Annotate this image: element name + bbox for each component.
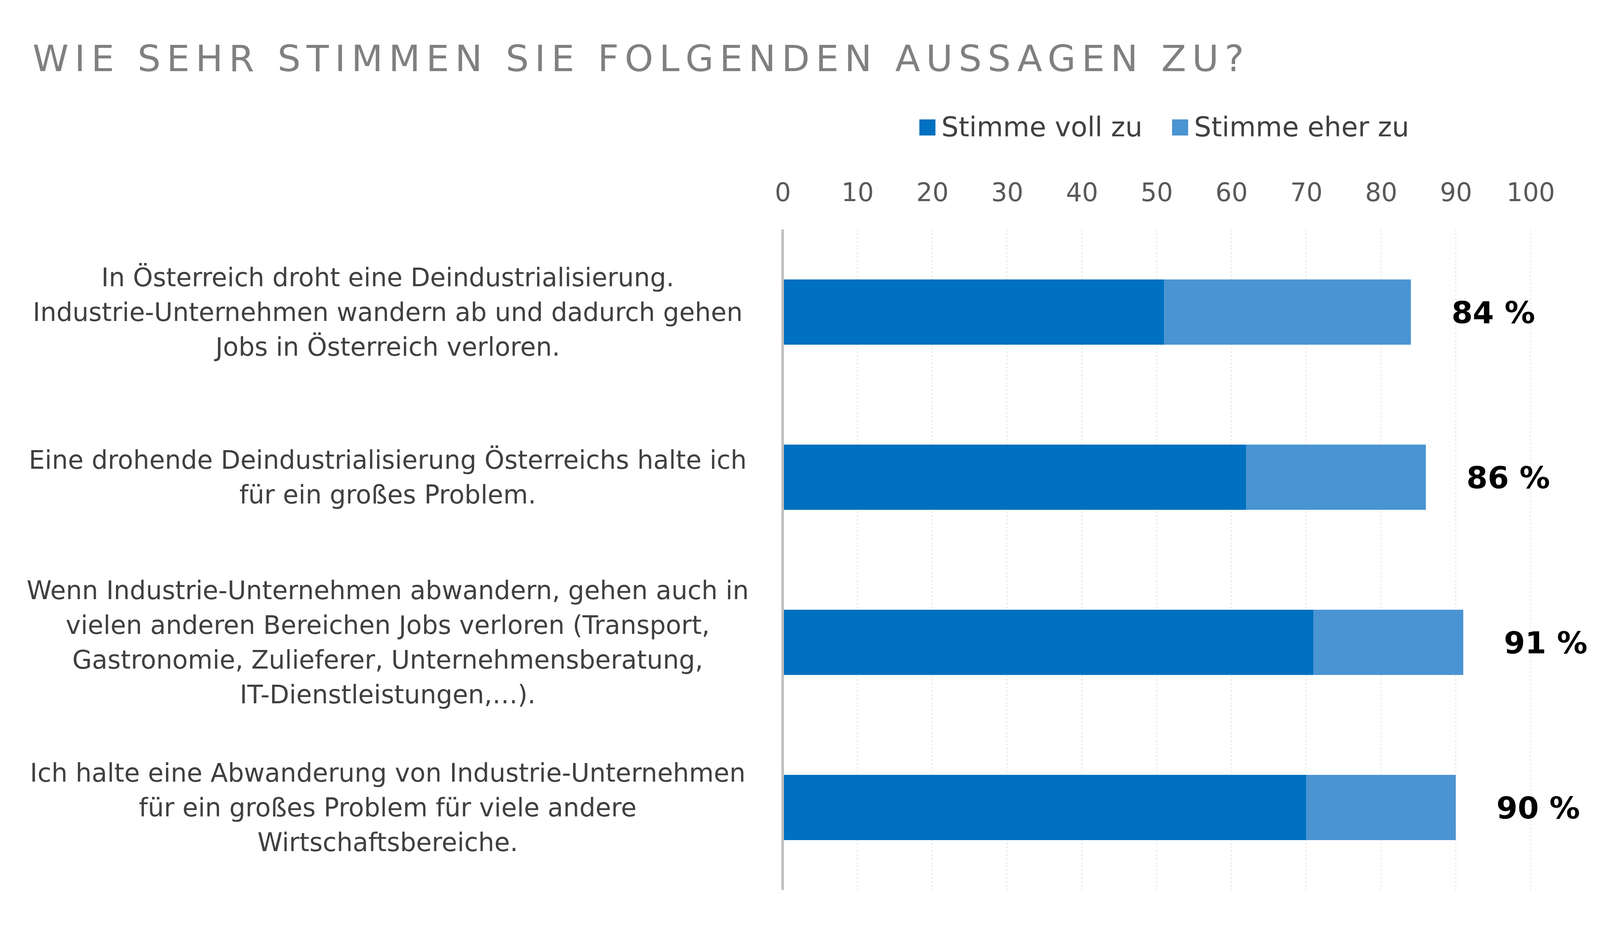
tick-label: 60 bbox=[1215, 177, 1248, 207]
total-label: 90 % bbox=[1496, 789, 1580, 826]
total-label: 84 % bbox=[1451, 294, 1535, 331]
tick: 10 bbox=[841, 177, 874, 207]
total-label: 86 % bbox=[1466, 459, 1551, 496]
tick: 20 bbox=[916, 177, 949, 207]
tick-label: 0 bbox=[774, 177, 791, 207]
tick: 70 bbox=[1290, 177, 1323, 207]
tick: 60 bbox=[1215, 177, 1248, 207]
series bbox=[1164, 279, 1464, 840]
tick-label: 30 bbox=[990, 177, 1024, 207]
legend-swatch bbox=[1172, 119, 1189, 136]
tick-label: 100 bbox=[1506, 177, 1556, 207]
tick: 40 bbox=[1065, 177, 1098, 207]
tick: 50 bbox=[1140, 177, 1173, 207]
bar-segment bbox=[782, 444, 1247, 510]
tick: 90 bbox=[1440, 177, 1473, 207]
legend-label: Stimme eher zu bbox=[1194, 111, 1410, 143]
tick-label: 20 bbox=[916, 177, 949, 207]
legend-swatch bbox=[919, 119, 936, 136]
x-axis: 0 10 20 30 40 50 60 70 80 90 100 bbox=[774, 177, 1555, 207]
bar-segment bbox=[1313, 609, 1464, 675]
bar-segment bbox=[782, 609, 1314, 675]
tick-label: 70 bbox=[1290, 177, 1323, 207]
tick-label: 40 bbox=[1065, 177, 1098, 207]
bar-segment bbox=[1306, 774, 1456, 840]
tick-label: 90 bbox=[1440, 177, 1473, 207]
tick-label: 50 bbox=[1140, 177, 1173, 207]
category-axis-line bbox=[781, 229, 784, 890]
bar-segment bbox=[782, 774, 1307, 840]
title: WIE SEHR STIMMEN SIE FOLGENDEN AUSSAGEN … bbox=[32, 37, 1250, 80]
chart: WIE SEHR STIMMEN SIE FOLGENDEN AUSSAGEN … bbox=[0, 0, 1600, 929]
bar-segment bbox=[1246, 444, 1427, 510]
bar-segment bbox=[1164, 279, 1411, 345]
legend-item: Stimme eher zu bbox=[1172, 111, 1410, 143]
tick-label: 80 bbox=[1365, 177, 1398, 207]
grid bbox=[782, 229, 1531, 890]
category-label: In Österreich droht eine Deindustrialisi… bbox=[32, 262, 743, 362]
legend: Stimme voll zu Stimme eher zu bbox=[919, 111, 1410, 143]
grid-line bbox=[782, 229, 784, 890]
total-labels: 84 % 86 % 91 % 90 % bbox=[1451, 294, 1588, 826]
total-label: 91 % bbox=[1503, 624, 1588, 661]
tick: 100 bbox=[1506, 177, 1556, 207]
tick: 0 bbox=[774, 177, 791, 207]
legend-label: Stimme voll zu bbox=[941, 111, 1143, 143]
bar-segment bbox=[782, 279, 1165, 345]
category-label: Ich halte eine Abwanderung von Industrie… bbox=[30, 757, 746, 857]
bars bbox=[782, 279, 1464, 840]
category-labels: In Österreich droht eine Deindustrialisi… bbox=[26, 262, 749, 857]
tick-label: 10 bbox=[841, 177, 874, 207]
tick: 30 bbox=[990, 177, 1024, 207]
category-label: Eine drohende Deindustrialisierung Öster… bbox=[28, 444, 747, 510]
series bbox=[782, 279, 1314, 840]
category-label: Wenn Industrie-Unternehmen abwandern, ge… bbox=[26, 575, 749, 709]
tick: 80 bbox=[1365, 177, 1398, 207]
legend-item: Stimme voll zu bbox=[919, 111, 1143, 143]
